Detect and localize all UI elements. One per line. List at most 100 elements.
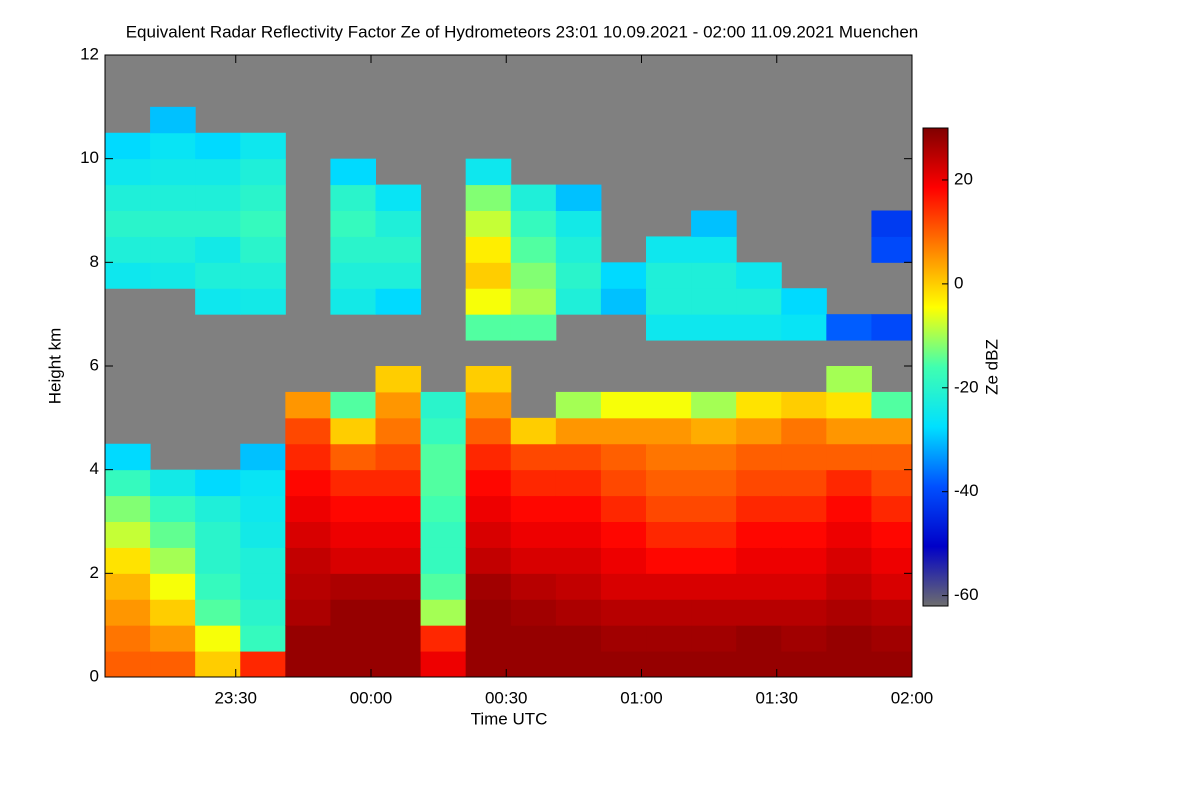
heatmap-cell <box>105 495 151 522</box>
heatmap-cell <box>240 469 286 497</box>
heatmap-cell <box>871 547 912 574</box>
heatmap-cell <box>465 158 512 186</box>
heatmap-cell <box>871 417 912 445</box>
heatmap-cell <box>871 391 912 419</box>
heatmap-cell <box>646 469 692 497</box>
heatmap-cell <box>285 651 331 677</box>
heatmap-cell <box>465 184 512 211</box>
heatmap-cell <box>646 651 692 677</box>
heatmap-cell <box>826 651 872 677</box>
heatmap-cell <box>150 210 196 237</box>
heatmap-cell <box>871 443 912 471</box>
heatmap-cell <box>285 625 331 652</box>
x-tick-label: 01:30 <box>755 688 798 707</box>
heatmap-cell <box>646 599 692 626</box>
heatmap-cell <box>195 651 241 677</box>
y-tick-label: 0 <box>90 666 99 685</box>
heatmap-cell <box>420 521 467 548</box>
heatmap-cell <box>285 495 331 522</box>
heatmap-cell <box>240 521 286 548</box>
heatmap-cell <box>871 236 912 263</box>
heatmap-cell <box>105 599 151 626</box>
y-tick-label: 6 <box>90 355 99 374</box>
heatmap-cell <box>195 158 241 186</box>
heatmap-cell <box>691 417 737 445</box>
heatmap-cell <box>600 651 647 677</box>
heatmap-cell <box>736 599 782 626</box>
heatmap-cell <box>555 391 602 419</box>
heatmap-cell <box>150 521 196 548</box>
heatmap-cell <box>510 625 557 652</box>
heatmap-cell <box>240 651 286 677</box>
heatmap-cell <box>285 573 331 600</box>
heatmap-cell <box>555 417 602 445</box>
heatmap-cell <box>600 417 647 445</box>
heatmap-cell <box>691 547 737 574</box>
heatmap-cell <box>195 132 241 160</box>
heatmap-cell <box>375 495 422 522</box>
heatmap-cell <box>826 521 872 548</box>
heatmap-cell <box>375 210 422 237</box>
heatmap-cell <box>330 184 377 211</box>
x-axis-label: Time UTC <box>471 709 548 728</box>
heatmap-cell <box>646 288 692 315</box>
heatmap-cell <box>510 599 557 626</box>
heatmap-cell <box>646 573 692 600</box>
heatmap-cell <box>555 288 602 315</box>
heatmap-cell <box>285 599 331 626</box>
heatmap-cell <box>736 262 782 289</box>
heatmap-cell <box>781 443 827 471</box>
heatmap-cell <box>646 314 692 341</box>
heatmap-cell <box>330 158 377 186</box>
heatmap-cell <box>781 547 827 574</box>
heatmap-cell <box>465 495 512 522</box>
heatmap-cell <box>646 236 692 263</box>
heatmap-cell <box>375 417 422 445</box>
heatmap-cell <box>330 573 377 600</box>
heatmap-cell <box>465 547 512 574</box>
heatmap-cell <box>150 106 196 134</box>
x-tick-label: 00:00 <box>350 688 393 707</box>
heatmap-cell <box>736 443 782 471</box>
heatmap-cell <box>195 288 241 315</box>
heatmap-cell <box>420 625 467 652</box>
x-tick-label: 02:00 <box>891 688 934 707</box>
x-tick-label: 00:30 <box>485 688 528 707</box>
heatmap-cell <box>330 521 377 548</box>
heatmap-cell <box>555 651 602 677</box>
heatmap-cell <box>646 521 692 548</box>
heatmap-cell <box>150 184 196 211</box>
heatmap-cell <box>330 443 377 471</box>
heatmap-cell <box>510 443 557 471</box>
heatmap-cell <box>691 651 737 677</box>
heatmap-cell <box>375 184 422 211</box>
heatmap-cell <box>736 391 782 419</box>
heatmap-cell <box>781 391 827 419</box>
heatmap-cell <box>420 651 467 677</box>
heatmap-cell <box>781 417 827 445</box>
heatmap-cell <box>736 469 782 497</box>
heatmap-cell <box>330 651 377 677</box>
heatmap-cell <box>420 417 467 445</box>
heatmap-cell <box>195 184 241 211</box>
colorbar-tick-label: -20 <box>954 377 979 396</box>
heatmap-cell <box>736 547 782 574</box>
heatmap-cell <box>195 495 241 522</box>
heatmap-cell <box>600 521 647 548</box>
heatmap-cell <box>195 521 241 548</box>
heatmap-cell <box>465 262 512 289</box>
heatmap-cell <box>375 443 422 471</box>
heatmap-cell <box>510 236 557 263</box>
heatmap-cell <box>240 262 286 289</box>
heatmap-cell <box>781 651 827 677</box>
y-tick-label: 8 <box>90 252 99 271</box>
heatmap-cell <box>826 573 872 600</box>
heatmap-cell <box>465 651 512 677</box>
heatmap-cell <box>465 625 512 652</box>
heatmap-cell <box>150 132 196 160</box>
heatmap-cell <box>691 625 737 652</box>
colorbar-tick-label: 20 <box>954 169 973 188</box>
heatmap-cell <box>330 236 377 263</box>
heatmap-cell <box>150 236 196 263</box>
